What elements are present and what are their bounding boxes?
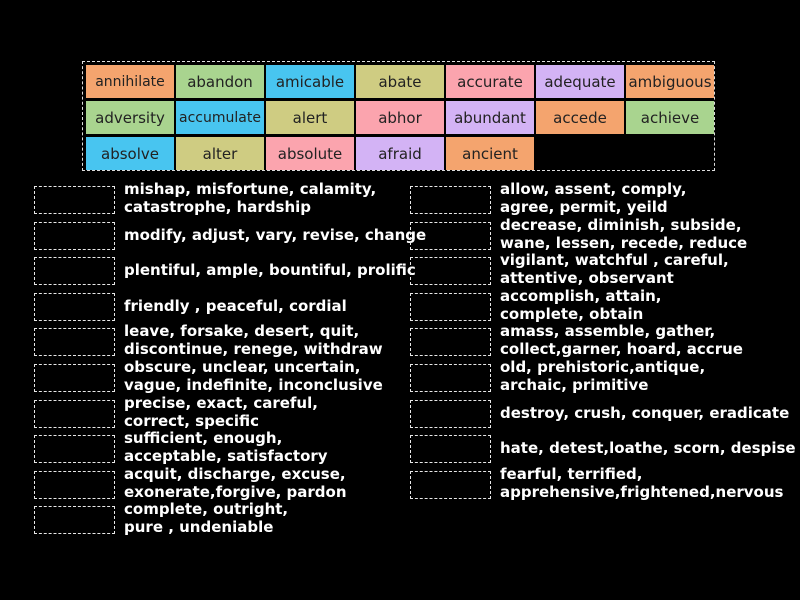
drop-slot[interactable]	[410, 186, 491, 214]
definition-text: mishap, misfortune, calamity, catastrophe…	[124, 180, 376, 216]
drop-slot[interactable]	[34, 186, 115, 214]
word-tile-adversity[interactable]: adversity	[86, 101, 174, 134]
word-tile-accurate[interactable]: accurate	[446, 65, 534, 98]
definition-text: fearful, terrified, apprehensive,frighten…	[500, 465, 783, 501]
definition-text: destroy, crush, conquer, eradicate	[500, 404, 789, 422]
drop-slot[interactable]	[410, 435, 491, 464]
drop-slot[interactable]	[34, 435, 115, 464]
drop-slot[interactable]	[410, 257, 491, 286]
definition-line: apprehensive,frightened,nervous	[500, 482, 784, 501]
definition-line: modify, adjust, vary, revise, change	[124, 225, 427, 244]
word-tile-abundant[interactable]: abundant	[446, 101, 534, 134]
word-tile-ambiguous[interactable]: ambiguous	[626, 65, 714, 98]
definition-line: vague, indefinite, inconclusive	[124, 376, 383, 394]
definition-text: friendly , peaceful, cordial	[124, 297, 347, 315]
drop-slot[interactable]	[34, 470, 115, 499]
definition-line: precise, exact, careful,	[124, 393, 318, 412]
definition-line: discontinue, renege, withdraw	[124, 340, 383, 359]
definition-line: catastrophe, hardship	[124, 198, 312, 216]
drop-slot[interactable]	[34, 257, 115, 286]
word-tile-achieve[interactable]: achieve	[626, 101, 714, 134]
word-tile-abate[interactable]: abate	[356, 65, 444, 98]
definition-line: correct, specific	[124, 411, 260, 430]
definition-line: fearful, terrified,	[500, 464, 643, 483]
definition-text: old, prehistoric,antique, archaic, primit…	[500, 358, 705, 394]
drop-slot[interactable]	[410, 328, 491, 357]
word-tile-abandon[interactable]: abandon	[176, 65, 264, 98]
word-tile-alert[interactable]: alert	[266, 101, 354, 134]
definition-line: complete, obtain	[500, 304, 644, 323]
drop-slot[interactable]	[34, 328, 115, 357]
drop-slot[interactable]	[34, 364, 115, 392]
definition-line: wane, lessen, recede, reduce	[500, 233, 748, 252]
definition-line: allow, assent, comply,	[500, 180, 687, 198]
drop-slot[interactable]	[34, 506, 115, 535]
definition-line: old, prehistoric,antique,	[500, 358, 706, 376]
definition-line: hate, detest,loathe, scorn, despise	[500, 439, 796, 458]
definition-line: vigilant, watchful , careful,	[500, 251, 729, 270]
definition-line: obscure, unclear, uncertain,	[124, 358, 361, 376]
definition-text: vigilant, watchful , careful, attentive, …	[500, 251, 729, 287]
definition-text: leave, forsake, desert, quit, discontinue…	[124, 322, 383, 358]
definition-line: complete, outright,	[124, 500, 289, 519]
definition-line: archaic, primitive	[500, 376, 649, 394]
definition-text: hate, detest,loathe, scorn, despise	[500, 439, 796, 457]
definition-text: obscure, unclear, uncertain, vague, indef…	[124, 358, 383, 394]
word-tile-abhor[interactable]: abhor	[356, 101, 444, 134]
definition-line: friendly , peaceful, cordial	[124, 296, 347, 315]
definition-text: acquit, discharge, excuse, exonerate,forg…	[124, 465, 347, 501]
definition-line: agree, permit, yeild	[500, 198, 668, 216]
drop-slot[interactable]	[410, 364, 491, 392]
definition-line: exonerate,forgive, pardon	[124, 482, 347, 501]
drop-slot[interactable]	[410, 292, 491, 321]
drop-slot[interactable]	[410, 399, 491, 428]
definition-line: acceptable, satisfactory	[124, 447, 328, 466]
definition-line: mishap, misfortune, calamity,	[124, 180, 377, 198]
definition-text: accomplish, attain, complete, obtain	[500, 287, 662, 323]
word-tile-afraid[interactable]: afraid	[356, 137, 444, 170]
definition-text: allow, assent, comply, agree, permit, yei…	[500, 180, 686, 216]
definition-line: pure , undeniable	[124, 518, 274, 537]
word-tile-absolve[interactable]: absolve	[86, 137, 174, 170]
definition-line: acquit, discharge, excuse,	[124, 464, 346, 483]
definition-text: modify, adjust, vary, revise, change	[124, 226, 426, 244]
definition-line: destroy, crush, conquer, eradicate	[500, 403, 790, 422]
definition-text: amass, assemble, gather, collect,garner, …	[500, 322, 743, 358]
definition-line: sufficient, enough,	[124, 429, 283, 448]
definition-line: attentive, observant	[500, 269, 674, 288]
word-tile-adequate[interactable]: adequate	[536, 65, 624, 98]
definition-line: accomplish, attain,	[500, 286, 662, 305]
definition-text: sufficient, enough, acceptable, satisfact…	[124, 429, 328, 465]
word-tile-alter[interactable]: alter	[176, 137, 264, 170]
definition-line: amass, assemble, gather,	[500, 322, 716, 341]
drop-slot[interactable]	[34, 399, 115, 428]
definition-line: decrease, diminish, subside,	[500, 215, 742, 234]
definition-text: complete, outright, pure , undeniable	[124, 500, 288, 536]
definition-line: collect,garner, hoard, accrue	[500, 340, 743, 359]
word-bank: annihilate abandon amicable abate accurate ad…	[82, 61, 715, 171]
drop-slot[interactable]	[34, 221, 115, 250]
drop-slot[interactable]	[410, 221, 491, 250]
drop-slot[interactable]	[410, 470, 491, 499]
word-tile-ancient[interactable]: ancient	[446, 137, 534, 170]
definition-line: leave, forsake, desert, quit,	[124, 322, 360, 341]
drop-slot[interactable]	[34, 292, 115, 321]
word-tile-annihilate[interactable]: annihilate	[86, 65, 174, 98]
word-tile-amicable[interactable]: amicable	[266, 65, 354, 98]
definition-line: plentiful, ample, bountiful, prolific	[124, 261, 416, 280]
word-tile-accumulate[interactable]: accumulate	[176, 101, 264, 134]
definition-text: decrease, diminish, subside, wane, lessen…	[500, 216, 747, 252]
definition-text: precise, exact, careful, correct, specifi…	[124, 394, 318, 430]
definition-text: plentiful, ample, bountiful, prolific	[124, 261, 416, 279]
word-tile-accede[interactable]: accede	[536, 101, 624, 134]
word-tile-absolute[interactable]: absolute	[266, 137, 354, 170]
